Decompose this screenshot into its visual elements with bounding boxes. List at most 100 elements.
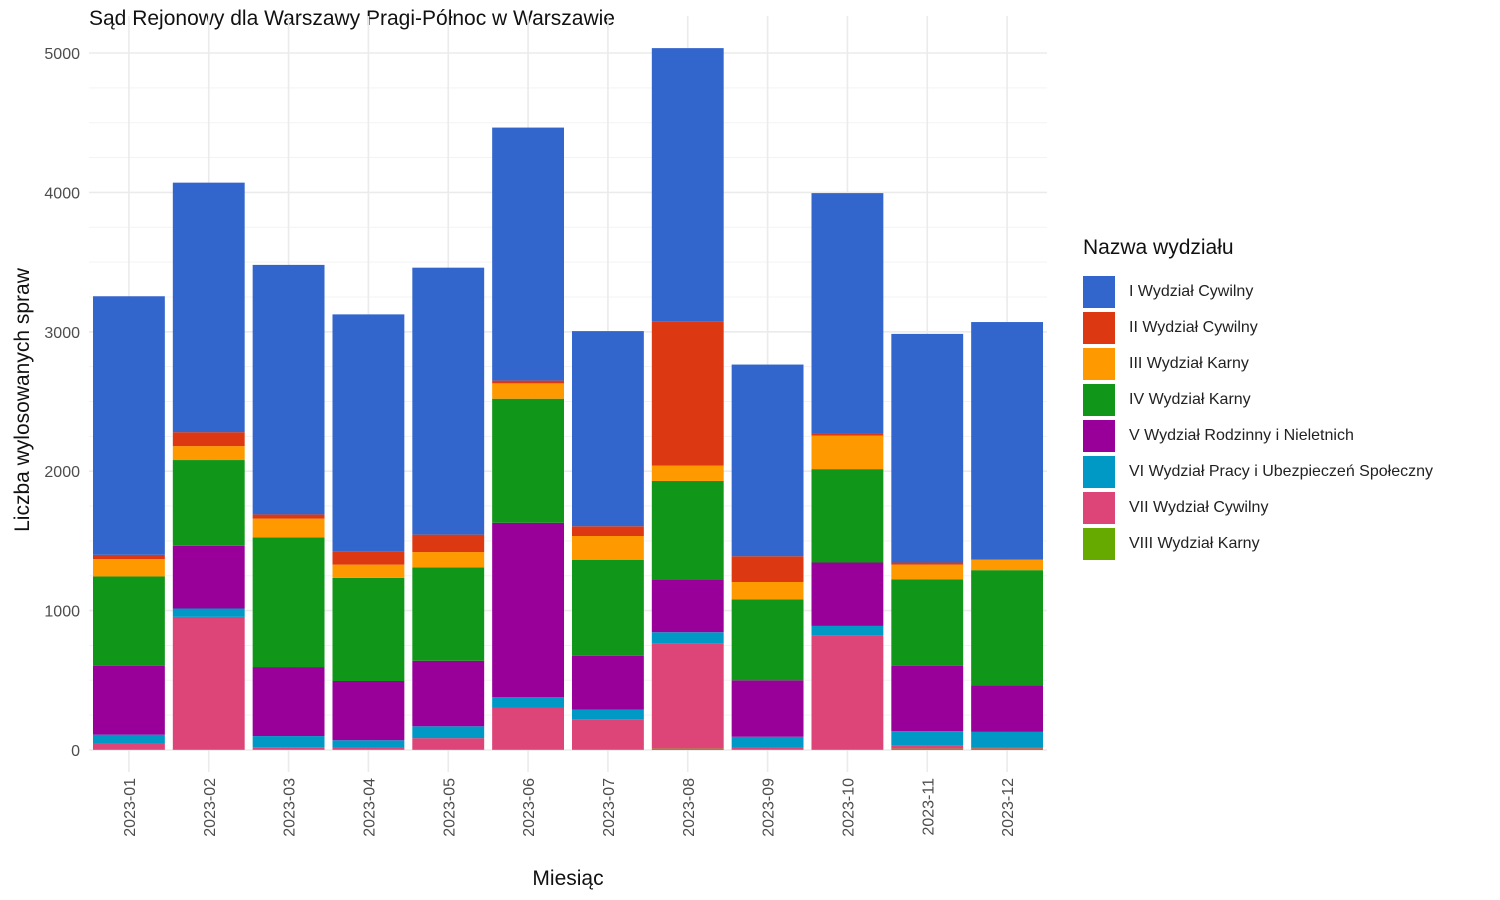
bar-segment xyxy=(172,460,245,546)
bar-segment xyxy=(971,559,1044,571)
bar-segment xyxy=(571,655,644,710)
bar-segment xyxy=(891,579,964,666)
bar-segment xyxy=(252,537,325,668)
bar-segment xyxy=(731,680,804,737)
legend-item: V Wydział Rodzinny i Nieletnich xyxy=(1083,418,1433,454)
bar-segment xyxy=(571,709,644,720)
bar-segment xyxy=(412,660,485,727)
x-tick-label: 2023-12 xyxy=(1000,778,1017,837)
bar-segment xyxy=(252,749,325,750)
bar-segment xyxy=(172,616,245,750)
y-tick-label: 3000 xyxy=(44,325,80,342)
x-axis-title: Miesiąc xyxy=(532,867,603,890)
bar-segment xyxy=(92,665,165,735)
bar-segment xyxy=(172,608,245,617)
legend-label: VII Wydział Cywilny xyxy=(1129,499,1269,516)
legend-label: VIII Wydział Karny xyxy=(1129,535,1260,552)
bar-segment xyxy=(971,685,1044,732)
bar-segment xyxy=(492,383,565,399)
bar-segment xyxy=(252,518,325,538)
bar-segment xyxy=(412,267,485,535)
bar-segment xyxy=(332,551,405,565)
x-tick-label: 2023-01 xyxy=(122,778,139,837)
x-tick-label: 2023-09 xyxy=(761,778,778,837)
bar-segment xyxy=(92,743,165,750)
bar-segment xyxy=(891,748,964,750)
legend-item: VIII Wydział Karny xyxy=(1083,526,1433,562)
legend-title: Nazwa wydziału xyxy=(1083,236,1234,259)
bar-segment xyxy=(172,446,245,461)
legend-color-key xyxy=(1083,348,1115,380)
bar-segment xyxy=(891,333,964,563)
bar-segment xyxy=(811,435,884,470)
bar-segment xyxy=(332,747,405,750)
bar-segment xyxy=(332,314,405,552)
bar-segment xyxy=(891,564,964,580)
bar-segment xyxy=(252,667,325,737)
bar-segment xyxy=(172,182,245,433)
bar-segment xyxy=(651,321,724,466)
bar-segment xyxy=(971,322,1044,560)
bar-segment xyxy=(571,559,644,656)
bar-segment xyxy=(811,469,884,563)
legend-label: VI Wydział Pracy i Ubezpieczeń Społeczny xyxy=(1129,463,1433,480)
bar-segment xyxy=(412,534,485,553)
y-tick-label: 1000 xyxy=(44,604,80,621)
bar-segment xyxy=(492,127,565,381)
bar-segment xyxy=(412,738,485,750)
bar-segment xyxy=(412,749,485,750)
bar-segment xyxy=(92,749,165,750)
bar-segment xyxy=(412,726,485,739)
bar-segment xyxy=(492,707,565,750)
bar-segment xyxy=(651,465,724,481)
legend-label: I Wydział Cywilny xyxy=(1129,283,1254,300)
bar-segment xyxy=(492,522,565,698)
bar-segment xyxy=(891,562,964,565)
x-tick-label: 2023-08 xyxy=(681,778,698,837)
bar-segment xyxy=(891,731,964,746)
bar-segment xyxy=(971,559,1044,560)
bar-segment xyxy=(172,432,245,447)
bar-segment xyxy=(731,582,804,600)
legend-item: IV Wydział Karny xyxy=(1083,382,1433,418)
bar-segment xyxy=(651,480,724,580)
legend-item: I Wydział Cywilny xyxy=(1083,274,1433,310)
bar-segment xyxy=(971,748,1044,750)
bar-segment xyxy=(811,193,884,434)
bar-segment xyxy=(571,526,644,537)
bar-segment xyxy=(92,576,165,666)
bar-segment xyxy=(651,748,724,750)
legend: Nazwa wydziału I Wydział Cywilny II Wydzi… xyxy=(1083,236,1433,562)
x-tick-label: 2023-02 xyxy=(202,778,219,837)
bar-segment xyxy=(172,749,245,750)
legend-label: IV Wydział Karny xyxy=(1129,391,1251,408)
bar-segment xyxy=(731,736,804,748)
bar-segment xyxy=(332,680,405,741)
legend-item: VII Wydział Cywilny xyxy=(1083,490,1433,526)
x-tick-label: 2023-06 xyxy=(521,778,538,837)
bar-segment xyxy=(492,697,565,708)
bar-segment xyxy=(252,514,325,519)
bar-segment xyxy=(811,635,884,750)
bar-segment xyxy=(651,643,724,749)
y-axis-title: Liczba wylosowanych spraw xyxy=(11,267,34,532)
legend-label: II Wydział Cywilny xyxy=(1129,319,1258,336)
legend-color-key xyxy=(1083,420,1115,452)
bar-segment xyxy=(571,536,644,560)
bar-segment xyxy=(731,364,804,557)
legend-color-key xyxy=(1083,276,1115,308)
bar-segment xyxy=(811,625,884,636)
bar-segment xyxy=(252,264,325,515)
bar-segment xyxy=(971,731,1044,748)
bar-segment xyxy=(571,719,644,750)
x-tick-label: 2023-11 xyxy=(920,778,937,836)
legend-color-key xyxy=(1083,528,1115,560)
bar-segment xyxy=(492,749,565,750)
legend-label: III Wydział Karny xyxy=(1129,355,1249,372)
bar-segment xyxy=(252,736,325,748)
bar-segment xyxy=(92,296,165,555)
legend-color-key xyxy=(1083,456,1115,488)
bar-segment xyxy=(971,570,1044,686)
bar-segment xyxy=(332,740,405,748)
